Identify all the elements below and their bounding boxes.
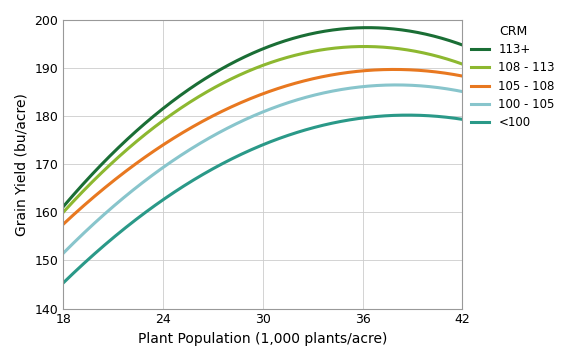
105 - 108 <box>250 95 256 100</box>
108 - 113 <box>459 62 466 66</box>
108 - 113 <box>250 67 256 71</box>
<100 <box>252 146 259 150</box>
113+ <box>297 34 304 38</box>
<100 <box>60 281 67 285</box>
108 - 113 <box>450 59 457 63</box>
100 - 105 <box>250 114 256 118</box>
Line: 113+: 113+ <box>63 28 462 206</box>
<100 <box>297 129 304 134</box>
105 - 108 <box>60 222 67 226</box>
100 - 105 <box>450 88 457 92</box>
108 - 113 <box>297 52 304 56</box>
100 - 105 <box>60 251 67 255</box>
Line: 105 - 108: 105 - 108 <box>63 69 462 224</box>
100 - 105 <box>252 113 259 117</box>
<100 <box>405 113 412 117</box>
113+ <box>450 40 457 44</box>
105 - 108 <box>391 67 398 71</box>
Legend: 113+, 108 - 113, 105 - 108, 100 - 105, <100: 113+, 108 - 113, 105 - 108, 100 - 105, <… <box>466 20 559 134</box>
<100 <box>459 117 466 122</box>
Line: <100: <100 <box>63 115 462 283</box>
108 - 113 <box>276 58 283 62</box>
105 - 108 <box>387 67 394 71</box>
113+ <box>388 27 394 31</box>
100 - 105 <box>297 97 304 101</box>
105 - 108 <box>450 72 457 77</box>
100 - 105 <box>387 83 394 87</box>
<100 <box>250 147 256 151</box>
100 - 105 <box>393 83 400 87</box>
X-axis label: Plant Population (1,000 plants/acre): Plant Population (1,000 plants/acre) <box>138 332 388 346</box>
100 - 105 <box>459 90 466 94</box>
108 - 113 <box>361 44 367 49</box>
Y-axis label: Grain Yield (bu/acre): Grain Yield (bu/acre) <box>15 93 29 236</box>
<100 <box>450 116 457 120</box>
105 - 108 <box>297 79 304 84</box>
113+ <box>364 26 371 30</box>
<100 <box>276 136 283 140</box>
108 - 113 <box>252 66 259 70</box>
Line: 100 - 105: 100 - 105 <box>63 85 462 253</box>
113+ <box>459 43 466 47</box>
113+ <box>60 204 67 209</box>
<100 <box>387 113 394 118</box>
108 - 113 <box>60 210 67 214</box>
113+ <box>250 51 256 55</box>
108 - 113 <box>388 46 394 50</box>
113+ <box>252 50 259 54</box>
113+ <box>276 40 283 45</box>
105 - 108 <box>252 95 259 99</box>
105 - 108 <box>459 74 466 78</box>
100 - 105 <box>276 104 283 108</box>
Line: 108 - 113: 108 - 113 <box>63 47 462 212</box>
105 - 108 <box>276 86 283 90</box>
